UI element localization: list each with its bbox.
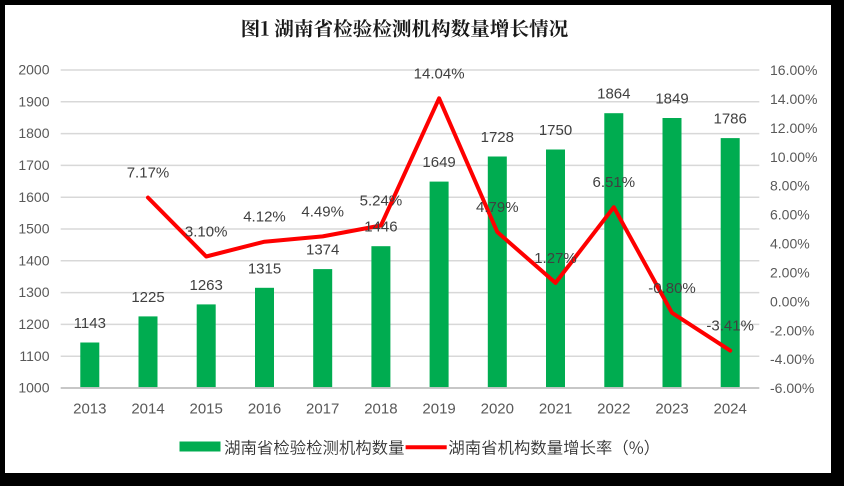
svg-text:2000: 2000: [18, 62, 49, 78]
svg-text:6.00%: 6.00%: [770, 207, 810, 223]
svg-text:1263: 1263: [190, 277, 223, 294]
svg-text:2022: 2022: [597, 400, 630, 417]
svg-text:-6.00%: -6.00%: [770, 380, 814, 396]
svg-text:4.79%: 4.79%: [476, 199, 519, 216]
svg-text:4.00%: 4.00%: [770, 236, 810, 252]
svg-text:2018: 2018: [364, 400, 397, 417]
svg-text:2024: 2024: [714, 400, 747, 417]
svg-text:1750: 1750: [539, 122, 572, 139]
svg-text:-4.00%: -4.00%: [770, 351, 814, 367]
svg-text:-0.80%: -0.80%: [648, 280, 696, 297]
svg-text:1.27%: 1.27%: [534, 250, 577, 267]
svg-text:4.49%: 4.49%: [301, 203, 344, 220]
svg-text:1500: 1500: [18, 221, 49, 237]
svg-text:1000: 1000: [18, 380, 49, 396]
svg-text:5.24%: 5.24%: [360, 193, 403, 210]
svg-text:1315: 1315: [248, 260, 281, 277]
svg-text:-2.00%: -2.00%: [770, 322, 814, 338]
svg-text:6.51%: 6.51%: [593, 174, 636, 191]
svg-text:1446: 1446: [364, 219, 397, 236]
svg-text:3.10%: 3.10%: [185, 224, 228, 241]
svg-text:1900: 1900: [18, 93, 49, 109]
svg-text:2015: 2015: [190, 400, 223, 417]
svg-text:1864: 1864: [597, 86, 630, 103]
svg-text:2021: 2021: [539, 400, 572, 417]
svg-text:-3.41%: -3.41%: [706, 318, 754, 335]
svg-text:2013: 2013: [73, 400, 106, 417]
svg-text:1400: 1400: [18, 252, 49, 268]
svg-text:1800: 1800: [18, 125, 49, 141]
svg-text:1849: 1849: [655, 91, 688, 108]
svg-text:8.00%: 8.00%: [770, 178, 810, 194]
svg-text:2014: 2014: [131, 400, 164, 417]
svg-text:1200: 1200: [18, 316, 49, 332]
svg-text:2023: 2023: [655, 400, 688, 417]
svg-text:1728: 1728: [481, 129, 514, 146]
svg-text:1374: 1374: [306, 242, 339, 259]
svg-text:1143: 1143: [74, 315, 106, 332]
svg-text:12.00%: 12.00%: [770, 120, 817, 136]
svg-text:16.00%: 16.00%: [770, 62, 817, 78]
svg-text:2016: 2016: [248, 400, 281, 417]
svg-text:0.00%: 0.00%: [770, 293, 810, 309]
svg-text:2020: 2020: [481, 400, 514, 417]
svg-text:4.12%: 4.12%: [243, 209, 286, 226]
svg-text:1225: 1225: [131, 289, 164, 306]
svg-text:1786: 1786: [714, 111, 747, 128]
svg-text:14.04%: 14.04%: [414, 65, 465, 82]
svg-text:1649: 1649: [422, 154, 455, 171]
svg-text:2019: 2019: [422, 400, 455, 417]
svg-text:1600: 1600: [18, 189, 49, 205]
svg-text:1100: 1100: [19, 348, 49, 364]
svg-text:1700: 1700: [18, 157, 49, 173]
svg-text:2.00%: 2.00%: [770, 265, 810, 281]
svg-text:2017: 2017: [306, 400, 339, 417]
svg-text:1300: 1300: [18, 284, 49, 300]
svg-text:10.00%: 10.00%: [770, 149, 817, 165]
svg-text:7.17%: 7.17%: [127, 165, 170, 182]
svg-text:14.00%: 14.00%: [770, 91, 817, 107]
